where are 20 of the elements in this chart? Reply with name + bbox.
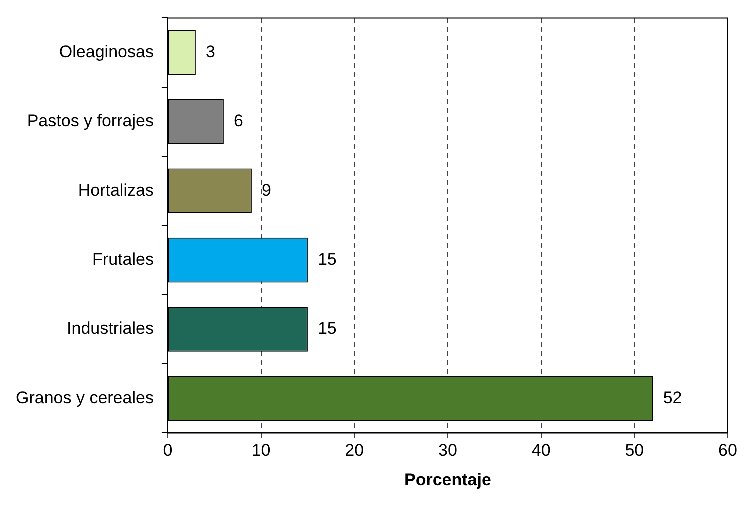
y-tick-label: Oleaginosas bbox=[59, 42, 154, 62]
y-tick-label: Pastos y forrajes bbox=[27, 112, 154, 131]
y-tick-label: Industriales bbox=[67, 319, 154, 338]
data-label: 6 bbox=[234, 112, 244, 131]
x-tick-label: 40 bbox=[532, 441, 551, 460]
x-tick-label: 30 bbox=[438, 441, 458, 460]
x-tick-label: 20 bbox=[345, 441, 364, 460]
x-tick-label: 10 bbox=[252, 441, 271, 460]
x-tick-label: 0 bbox=[163, 441, 173, 460]
y-tick-label: Granos y cereales bbox=[16, 388, 154, 408]
data-label: 3 bbox=[206, 42, 216, 62]
data-label: 9 bbox=[262, 180, 272, 200]
x-tick-label: 60 bbox=[718, 441, 738, 460]
data-label: 15 bbox=[318, 319, 337, 338]
data-label: 15 bbox=[318, 250, 337, 269]
data-label: 52 bbox=[663, 388, 682, 408]
y-tick-label: Frutales bbox=[92, 250, 154, 269]
y-tick-label: Hortalizas bbox=[78, 180, 154, 200]
x-axis-title: Porcentaje bbox=[404, 470, 492, 490]
x-tick-label: 50 bbox=[625, 441, 644, 460]
